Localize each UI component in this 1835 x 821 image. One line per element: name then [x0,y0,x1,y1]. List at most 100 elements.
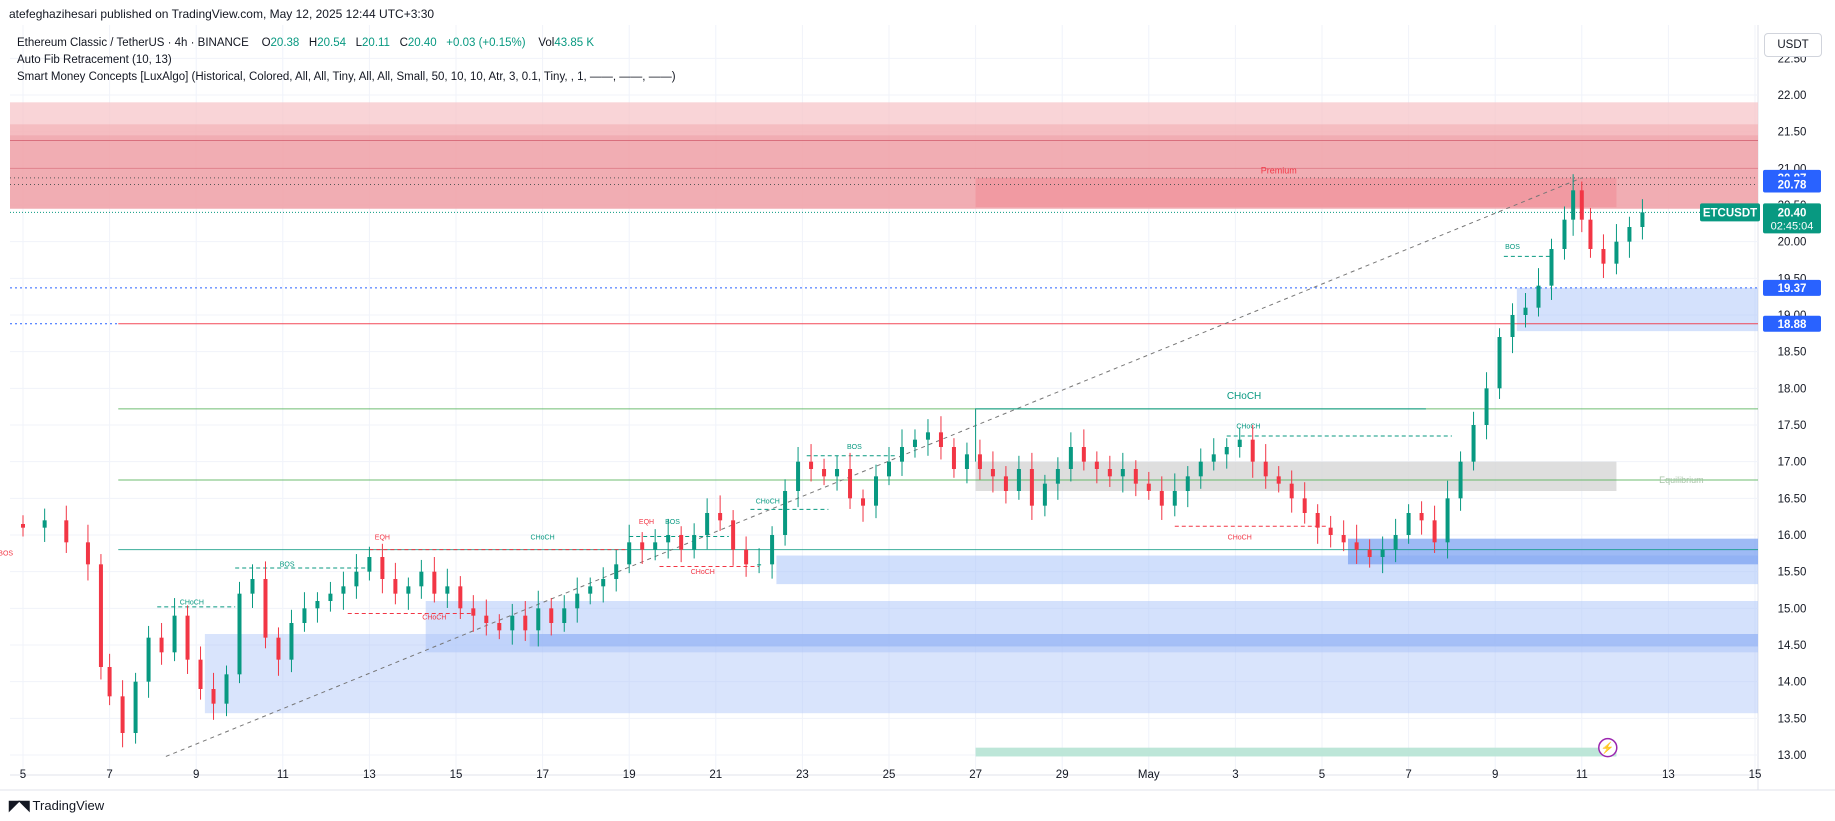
legend-title[interactable]: Ethereum Classic / TetherUS · 4h · BINAN… [17,37,249,49]
candle [1081,429,1086,471]
y-axis: 13.00 13.50 14.00 14.50 15.00 15.50 16.00 16.50… [1778,53,1807,762]
candle-body [653,542,658,550]
candle [861,489,866,522]
candle-body [1380,549,1385,557]
publish-line: atefeghazihesari published on TradingVie… [9,7,435,21]
volume-label: Vol [538,37,555,49]
structure-label: BOS [280,562,295,569]
candle [85,524,90,581]
candle-body [1523,307,1528,315]
y-tick-label: 22.50 [1778,53,1807,65]
candle-body [1211,454,1216,462]
indicator-smc[interactable]: Smart Money Concepts [LuxAlgo] (Historic… [17,71,676,83]
price-label-text: 18.88 [1778,319,1807,331]
candle-body [601,579,606,587]
candle [744,536,749,577]
chart-zone-labels: Premium Equilibrium CHoCH ⚡ [1227,166,1704,758]
candle-body [679,535,684,550]
candle-body [887,461,891,477]
candle-body [1497,337,1502,389]
candle-body [354,571,359,587]
candle [42,508,47,542]
candle-body [64,520,69,543]
candle-body [276,637,281,660]
candle-body [1146,483,1151,491]
x-tick-label: 23 [796,769,809,781]
candle-body [562,608,567,623]
x-tick-label: 17 [536,769,549,781]
candle [185,605,190,674]
candle [1341,520,1346,552]
y-tick-label: 15.00 [1778,603,1807,615]
candle [874,464,879,519]
candle-body [692,535,697,550]
candle [1614,224,1619,275]
candle-body [1224,447,1229,455]
candle [1237,427,1242,458]
candle [393,562,398,605]
candle [1120,452,1125,493]
candle-body [848,469,853,499]
candle-body [1237,439,1242,447]
candle [835,455,840,491]
candle [1393,518,1398,563]
structure-label: EQH [375,534,390,541]
candle-body [198,659,203,689]
candle [1198,448,1203,489]
candle [679,526,684,563]
candle [1588,207,1593,258]
candle-body [510,615,515,631]
equilibrium-zone [975,461,1617,491]
candle [705,498,710,550]
candle-body [925,432,930,440]
candle [406,577,411,610]
candle-body [1029,469,1034,506]
candle [1029,452,1034,520]
chart-levels [10,177,1758,757]
chart-structure: BOS CHoCH BOS EQH CHoCH CHoCH EQH BOS CHoCH CHoCH… [0,244,1552,621]
premium-box [975,177,1617,208]
candle [471,595,476,632]
candle-body [1354,542,1359,550]
candle-body [549,608,554,623]
candle [98,554,103,680]
ohlc-high-label: H [308,37,318,49]
candle [1328,515,1333,548]
candle [1406,504,1411,544]
x-tick-label: 9 [193,769,199,781]
ohlc-change: +0.03 (+0.15%) [446,37,526,49]
x-tick-label: 29 [1056,769,1069,781]
candle-body [783,491,788,535]
candle [1627,216,1632,258]
candle [289,609,294,673]
structure-label: CHoCH [1236,424,1260,431]
candle-body [432,571,437,594]
y-tick-label: 18.50 [1778,347,1807,359]
candle [237,581,242,684]
candle-body [458,586,463,609]
candle [627,524,632,574]
currency-selector[interactable]: USDT [1764,33,1822,57]
candle-body [1588,219,1593,249]
candle-body [1094,461,1099,469]
candle-body [21,524,25,528]
candle-body [1406,513,1411,535]
candle [718,495,723,531]
candle-body [796,461,801,491]
x-tick-label: 11 [277,769,289,781]
price-label-bg [1763,279,1821,296]
candle-body [731,520,736,550]
candle-body [964,454,969,469]
footer-brand[interactable]: ◤◥ TradingView [9,797,104,814]
candle [224,665,229,717]
candle [848,452,853,509]
candle [601,567,606,603]
indicator-fib[interactable]: Auto Fib Retracement (10, 13) [17,54,172,66]
candle [692,523,697,559]
candle-body [85,542,90,565]
candle [146,625,151,698]
candle-body [1250,439,1255,462]
candle [1055,457,1060,500]
